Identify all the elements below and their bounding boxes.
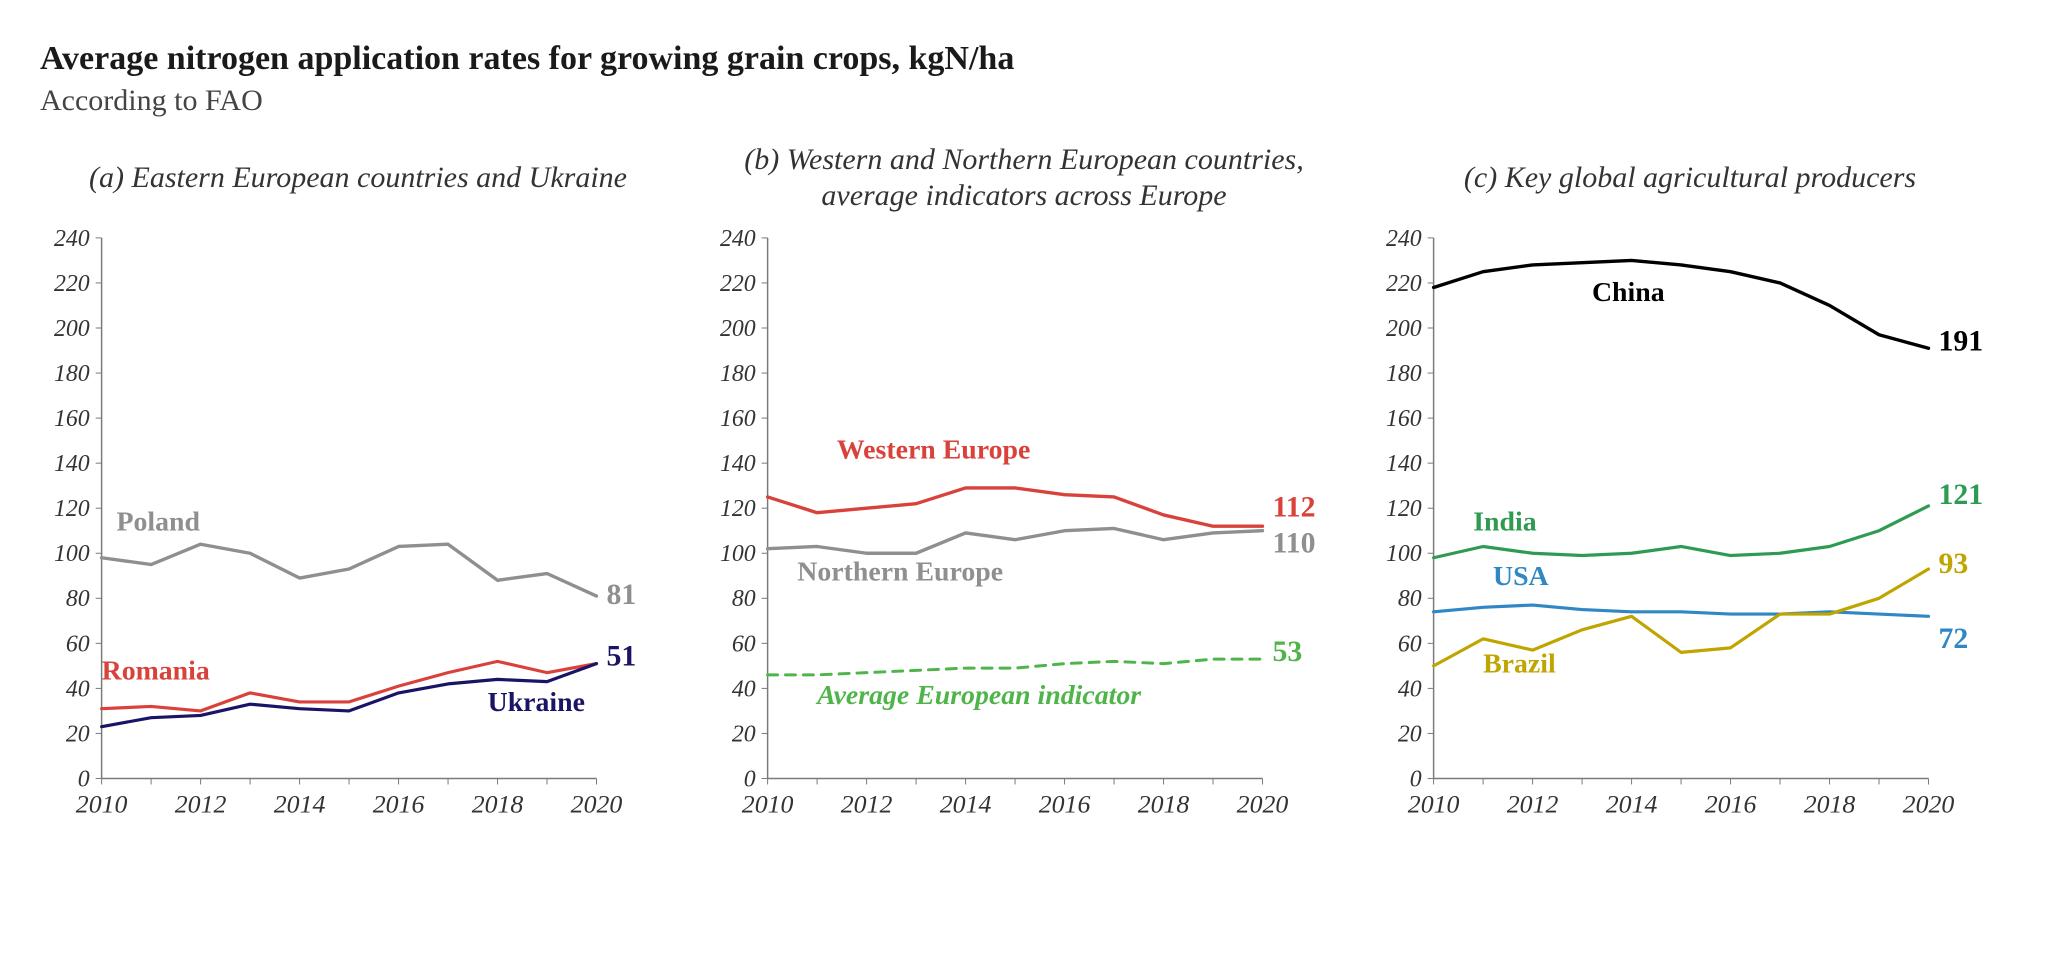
y-tick-label: 100: [54, 541, 90, 567]
y-tick-label: 120: [720, 496, 756, 522]
panel-title-a: (a) Eastern European countries and Ukrai…: [40, 138, 676, 218]
chart-wrap-b: 0204060801001201401601802002202402010201…: [706, 222, 1342, 842]
x-tick-label: 2016: [1039, 789, 1091, 818]
y-tick-label: 140: [720, 451, 756, 477]
series-label: China: [1592, 277, 1665, 308]
y-tick-label: 100: [1386, 541, 1422, 567]
series-line-western-europe: [768, 488, 1263, 526]
y-tick-label: 20: [66, 721, 90, 747]
y-tick-label: 20: [1398, 721, 1422, 747]
y-tick-label: 180: [1386, 361, 1422, 387]
y-tick-label: 60: [66, 631, 90, 657]
panel-c: (c) Key global agricultural producers020…: [1372, 138, 2008, 842]
series-end-value: 93: [1938, 547, 1968, 580]
x-tick-label: 2018: [472, 789, 524, 818]
x-tick-label: 2010: [76, 789, 128, 818]
series-end-value: 121: [1938, 478, 1983, 511]
y-tick-label: 180: [54, 361, 90, 387]
series-label: Romania: [102, 655, 210, 686]
series-end-value: 53: [1272, 635, 1302, 668]
x-tick-label: 2016: [1705, 789, 1757, 818]
x-tick-label: 2018: [1804, 789, 1856, 818]
y-tick-label: 220: [1386, 271, 1422, 297]
y-tick-label: 100: [720, 541, 756, 567]
y-tick-label: 180: [720, 361, 756, 387]
chart-page: Average nitrogen application rates for g…: [0, 0, 2048, 954]
chart-wrap-c: 0204060801001201401601802002202402010201…: [1372, 222, 2008, 842]
series-end-value: 110: [1272, 527, 1315, 560]
panels-row: (a) Eastern European countries and Ukrai…: [40, 138, 2008, 842]
page-subtitle: According to FAO: [40, 84, 2008, 118]
panel-b: (b) Western and Northern European countr…: [706, 138, 1342, 842]
y-tick-label: 120: [54, 496, 90, 522]
y-tick-label: 80: [1398, 586, 1422, 612]
y-tick-label: 20: [732, 721, 756, 747]
x-tick-label: 2020: [1237, 789, 1289, 818]
panel-a: (a) Eastern European countries and Ukrai…: [40, 138, 676, 842]
y-tick-label: 40: [1398, 676, 1422, 702]
y-tick-label: 200: [1386, 316, 1422, 342]
series-end-value: 112: [1272, 490, 1315, 523]
y-tick-label: 60: [732, 631, 756, 657]
y-tick-label: 80: [732, 586, 756, 612]
y-tick-label: 220: [54, 271, 90, 297]
series-line-poland: [102, 544, 597, 596]
x-tick-label: 2018: [1138, 789, 1190, 818]
chart-svg-b: 0204060801001201401601802002202402010201…: [706, 222, 1342, 842]
series-label: India: [1473, 507, 1536, 538]
series-label: Northern Europe: [797, 556, 1003, 587]
series-label: Average European indicator: [815, 680, 1142, 711]
series-end-value: 191: [1938, 324, 1983, 357]
x-tick-label: 2010: [1408, 789, 1460, 818]
series-line-average-european-indicator: [768, 659, 1263, 675]
chart-svg-c: 0204060801001201401601802002202402010201…: [1372, 222, 2008, 842]
series-label: Brazil: [1483, 649, 1556, 680]
y-tick-label: 40: [732, 676, 756, 702]
series-label: Ukraine: [488, 687, 585, 718]
y-tick-label: 240: [1386, 226, 1422, 252]
x-tick-label: 2010: [742, 789, 794, 818]
series-label: USA: [1493, 561, 1549, 592]
y-tick-label: 120: [1386, 496, 1422, 522]
y-tick-label: 160: [54, 406, 90, 432]
page-title: Average nitrogen application rates for g…: [40, 40, 2008, 78]
y-tick-label: 60: [1398, 631, 1422, 657]
y-tick-label: 160: [720, 406, 756, 432]
y-tick-label: 160: [1386, 406, 1422, 432]
x-tick-label: 2020: [571, 789, 623, 818]
series-end-value: 51: [606, 640, 636, 673]
y-tick-label: 80: [66, 586, 90, 612]
series-line-china: [1434, 260, 1929, 348]
x-tick-label: 2014: [940, 789, 992, 818]
chart-wrap-a: 0204060801001201401601802002202402010201…: [40, 222, 676, 842]
x-tick-label: 2012: [841, 789, 893, 818]
panel-title-c: (c) Key global agricultural producers: [1372, 138, 2008, 218]
x-tick-label: 2012: [1507, 789, 1559, 818]
series-label: Poland: [116, 507, 200, 538]
y-tick-label: 240: [54, 226, 90, 252]
x-tick-label: 2014: [1606, 789, 1658, 818]
y-tick-label: 220: [720, 271, 756, 297]
y-tick-label: 200: [54, 316, 90, 342]
y-tick-label: 200: [720, 316, 756, 342]
series-end-value: 81: [606, 578, 636, 611]
y-tick-label: 140: [1386, 451, 1422, 477]
series-label: Western Europe: [837, 435, 1030, 466]
x-tick-label: 2012: [175, 789, 227, 818]
chart-svg-a: 0204060801001201401601802002202402010201…: [40, 222, 676, 842]
y-tick-label: 40: [66, 676, 90, 702]
y-tick-label: 140: [54, 451, 90, 477]
x-tick-label: 2016: [373, 789, 425, 818]
series-end-value: 72: [1938, 622, 1968, 655]
panel-title-b: (b) Western and Northern European countr…: [706, 138, 1342, 218]
x-tick-label: 2014: [274, 789, 326, 818]
x-tick-label: 2020: [1903, 789, 1955, 818]
y-tick-label: 240: [720, 226, 756, 252]
series-line-northern-europe: [768, 528, 1263, 553]
